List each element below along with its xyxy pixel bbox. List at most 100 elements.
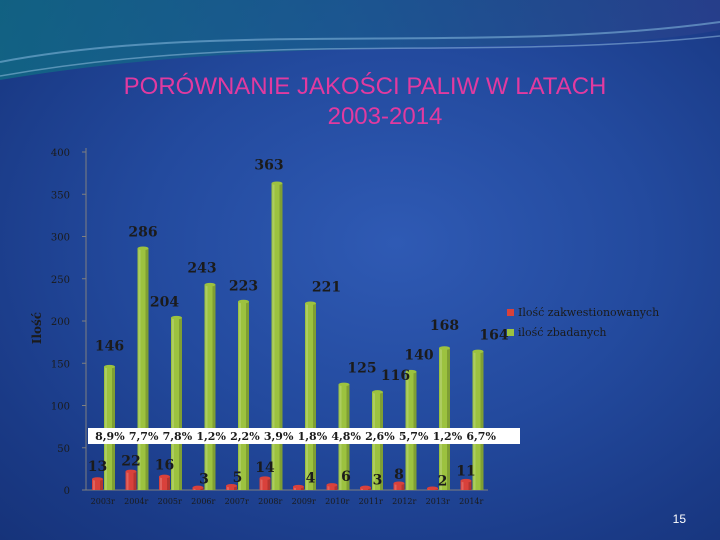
bar-zakwestionowanych bbox=[427, 486, 438, 491]
data-label-zakwestionowanych: 22 bbox=[121, 453, 140, 469]
percentage-label: 1,2% bbox=[433, 430, 463, 443]
chart-legend: Ilość zakwestionowanych ilość zbadanych bbox=[507, 306, 659, 339]
bar-zakwestionowanych-cap bbox=[360, 485, 371, 490]
bar-zakwestionowanych bbox=[159, 474, 170, 490]
bar-zakwestionowanych-highlight bbox=[327, 484, 330, 490]
bar-zbadanych-highlight bbox=[205, 284, 208, 490]
data-label-zakwestionowanych: 4 bbox=[306, 471, 316, 487]
y-tick-label: 150 bbox=[51, 359, 70, 370]
bar-zakwestionowanych-highlight bbox=[294, 486, 296, 490]
decorative-header-swoosh bbox=[0, 0, 720, 90]
x-tick-label: 2010r bbox=[325, 497, 349, 506]
percentage-label: 7,7% bbox=[129, 430, 159, 443]
percentage-label: 4,8% bbox=[331, 430, 361, 443]
data-label-zbadanych: 168 bbox=[430, 318, 459, 334]
bar-zakwestionowanych-shade bbox=[301, 486, 304, 490]
bar-zakwestionowanych bbox=[92, 477, 103, 490]
data-label-zakwestionowanych: 5 bbox=[233, 470, 243, 486]
bar-zakwestionowanych-shade bbox=[468, 480, 472, 490]
data-label-zbadanych: 286 bbox=[128, 224, 157, 240]
y-tick-label: 0 bbox=[64, 486, 70, 497]
bar-zbadanych-cap bbox=[338, 382, 350, 387]
bar-zakwestionowanych-highlight bbox=[160, 476, 162, 490]
bar-zakwestionowanych-cap bbox=[226, 483, 237, 488]
bar-zakwestionowanych-cap bbox=[293, 484, 304, 489]
bar-zakwestionowanych bbox=[326, 483, 338, 490]
bar-zbadanych-shade bbox=[279, 183, 283, 490]
bar-zbadanych-cap bbox=[137, 246, 149, 251]
bar-zbadanych-body bbox=[204, 284, 216, 490]
bar-zakwestionowanych-highlight bbox=[461, 480, 464, 490]
bar-zbadanych-cap bbox=[372, 390, 383, 394]
x-tick-label: 2009r bbox=[292, 497, 316, 506]
bar-zbadanych bbox=[171, 315, 182, 490]
bar-zbadanych-shade bbox=[212, 284, 216, 490]
bar-zbadanych-cap bbox=[472, 349, 484, 354]
bar-zakwestionowanych bbox=[192, 485, 204, 490]
bar-zbadanych-highlight bbox=[306, 303, 308, 490]
bar-zbadanych-cap bbox=[405, 369, 417, 374]
data-label-zbadanych: 221 bbox=[312, 279, 341, 295]
chart-axes bbox=[85, 148, 488, 491]
bar-zakwestionowanych bbox=[125, 469, 137, 490]
bar-zbadanych-body bbox=[171, 317, 182, 490]
x-tick-label: 2012r bbox=[392, 497, 416, 506]
data-label-zbadanych: 164 bbox=[479, 327, 508, 343]
bar-zbadanych-cap bbox=[439, 346, 450, 350]
bar-zbadanych-highlight bbox=[440, 348, 442, 490]
bar-zakwestionowanych-cap bbox=[159, 474, 170, 479]
bar-zbadanych-highlight bbox=[473, 351, 476, 490]
bar-zbadanych-cap bbox=[204, 282, 216, 287]
x-tick-label: 2003r bbox=[91, 497, 115, 506]
percentage-label: 1,8% bbox=[298, 430, 328, 443]
bar-zakwestionowanych-cap bbox=[326, 483, 338, 487]
bar-zakwestionowanych-shade bbox=[401, 483, 405, 490]
x-tick-label: 2004r bbox=[124, 497, 148, 506]
y-tick-label: 350 bbox=[51, 190, 70, 201]
bar-zbadanych-shade bbox=[246, 301, 249, 490]
data-label-zakwestionowanych: 2 bbox=[438, 473, 448, 489]
bar-zakwestionowanych-shade bbox=[334, 484, 338, 490]
bar-zakwestionowanych-highlight bbox=[260, 478, 263, 490]
percentage-label: 2,6% bbox=[365, 430, 395, 443]
bar-zbadanych bbox=[238, 299, 249, 490]
bar-zakwestionowanych-body bbox=[460, 480, 472, 490]
bar-zbadanych-cap bbox=[104, 364, 115, 369]
bar-zbadanych-body bbox=[305, 303, 316, 490]
data-label-zakwestionowanych: 16 bbox=[155, 457, 174, 473]
y-tick-label: 400 bbox=[51, 148, 70, 159]
bar-zbadanych-body bbox=[137, 248, 149, 490]
bar-zakwestionowanych-shade bbox=[267, 478, 271, 490]
bar-zakwestionowanych-cap bbox=[393, 481, 405, 486]
bar-zakwestionowanych-highlight bbox=[126, 471, 129, 490]
percentage-label: 2,2% bbox=[230, 430, 260, 443]
data-label-zbadanych: 204 bbox=[150, 295, 179, 311]
data-label-zbadanych: 125 bbox=[347, 360, 376, 376]
bar-zbadanych-cap bbox=[305, 301, 316, 306]
data-label-zakwestionowanych: 3 bbox=[199, 471, 209, 487]
bar-zakwestionowanych-cap bbox=[192, 485, 204, 490]
bar-zakwestionowanych-body bbox=[159, 476, 170, 490]
bar-zbadanych-shade bbox=[145, 248, 149, 490]
bar-zakwestionowanych bbox=[293, 484, 304, 490]
bar-zakwestionowanych bbox=[360, 485, 371, 490]
bar-zbadanych-body bbox=[238, 301, 249, 490]
bar-zakwestionowanych-body bbox=[92, 479, 103, 490]
y-tick-label: 300 bbox=[51, 233, 70, 244]
x-tick-label: 2006r bbox=[191, 497, 215, 506]
bar-zakwestionowanych-body bbox=[259, 478, 271, 490]
data-label-zbadanych: 140 bbox=[404, 348, 433, 364]
y-tick-label: 50 bbox=[57, 444, 70, 455]
bar-zakwestionowanych-body bbox=[226, 485, 237, 490]
bar-zbadanych-shade bbox=[447, 348, 450, 490]
bar-zakwestionowanych-cap bbox=[259, 476, 271, 480]
y-tick-label: 100 bbox=[51, 402, 70, 413]
bar-zbadanych-highlight bbox=[138, 248, 141, 490]
bar-zbadanych bbox=[271, 181, 283, 490]
bar-zakwestionowanych-body bbox=[125, 471, 137, 490]
bar-zbadanych bbox=[204, 282, 216, 490]
data-label-zakwestionowanych: 8 bbox=[394, 467, 404, 483]
data-label-zakwestionowanych: 13 bbox=[88, 459, 107, 475]
bar-zakwestionowanych bbox=[460, 478, 472, 490]
